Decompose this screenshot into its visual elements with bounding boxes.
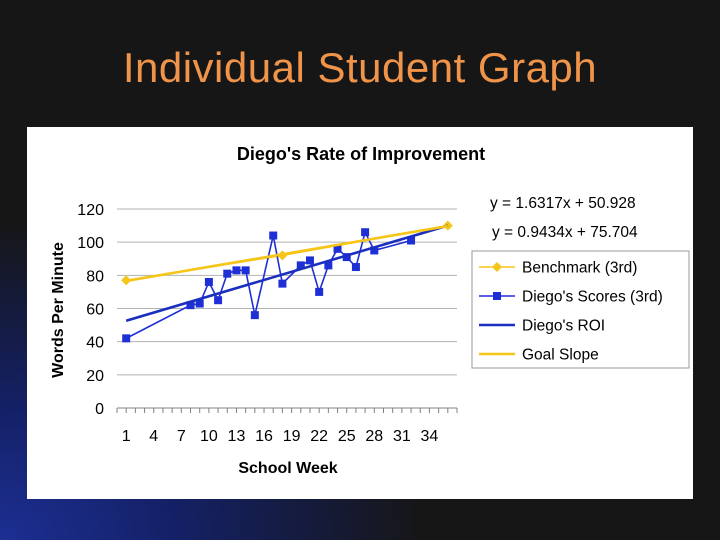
legend-label: Goal Slope <box>522 347 599 364</box>
data-point <box>305 256 314 265</box>
data-point <box>122 334 131 343</box>
x-tick-label: 1 <box>122 428 131 445</box>
series-diego-s-roi <box>125 224 449 323</box>
x-tick-label: 28 <box>365 428 383 445</box>
x-tick-label: 22 <box>310 428 328 445</box>
data-point <box>407 236 416 245</box>
y-tick-label: 40 <box>86 335 104 352</box>
data-point <box>241 266 250 275</box>
data-point <box>195 299 204 308</box>
data-point <box>361 228 370 237</box>
y-tick-label: 20 <box>86 368 104 385</box>
chart-panel: Diego's Rate of Improvement Words Per Mi… <box>27 127 693 499</box>
data-point <box>296 261 305 270</box>
data-point <box>351 263 360 272</box>
y-tick-label: 100 <box>77 235 104 252</box>
data-point <box>333 244 342 253</box>
y-tick-label: 120 <box>77 202 104 219</box>
data-point <box>204 277 213 286</box>
y-tick-label: 80 <box>86 268 104 285</box>
data-point <box>269 231 278 240</box>
legend-marker <box>492 262 502 272</box>
x-tick-label: 16 <box>255 428 273 445</box>
x-tick-label: 19 <box>283 428 301 445</box>
equation-2: y = 0.9434x + 75.704 <box>492 224 638 241</box>
x-tick-label: 34 <box>421 428 439 445</box>
data-point <box>186 301 195 310</box>
y-tick-label: 60 <box>86 302 104 319</box>
data-point <box>232 266 241 275</box>
legend-label: Diego's Scores (3rd) <box>522 289 663 306</box>
x-tick-label: 10 <box>200 428 218 445</box>
series-line <box>125 224 449 283</box>
legend-entry: Benchmark (3rd) <box>479 260 637 277</box>
legend-label: Diego's ROI <box>522 318 605 335</box>
series-diego-s-scores-3rd- <box>122 228 416 343</box>
data-point <box>315 287 324 296</box>
data-point <box>214 296 223 305</box>
x-axis-label: School Week <box>238 460 337 477</box>
legend-box <box>471 250 690 369</box>
chart: Diego's Rate of Improvement Words Per Mi… <box>50 144 690 477</box>
slide-title: Individual Student Graph <box>122 44 598 91</box>
series-goal-slope <box>125 224 449 283</box>
data-point <box>278 279 287 288</box>
data-point <box>370 246 379 255</box>
legend-entry: Diego's Scores (3rd) <box>479 289 663 306</box>
x-tick-label: 7 <box>177 428 186 445</box>
data-point <box>250 311 259 320</box>
legend-label: Benchmark (3rd) <box>522 260 637 277</box>
x-tick-label: 31 <box>393 428 411 445</box>
data-point <box>223 269 232 278</box>
y-tick-label: 0 <box>95 401 104 418</box>
legend-entry: Diego's ROI <box>479 318 605 335</box>
equation-1: y = 1.6317x + 50.928 <box>490 195 636 212</box>
x-tick-label: 4 <box>149 428 158 445</box>
y-axis-label: Words Per Minute <box>50 242 67 378</box>
data-point <box>342 253 351 262</box>
x-tick-label: 25 <box>338 428 356 445</box>
data-point <box>324 261 333 270</box>
series-line <box>125 224 449 323</box>
legend-marker <box>493 292 501 300</box>
chart-title: Diego's Rate of Improvement <box>237 144 485 164</box>
x-tick-label: 13 <box>228 428 246 445</box>
legend-entry: Goal Slope <box>479 347 599 364</box>
